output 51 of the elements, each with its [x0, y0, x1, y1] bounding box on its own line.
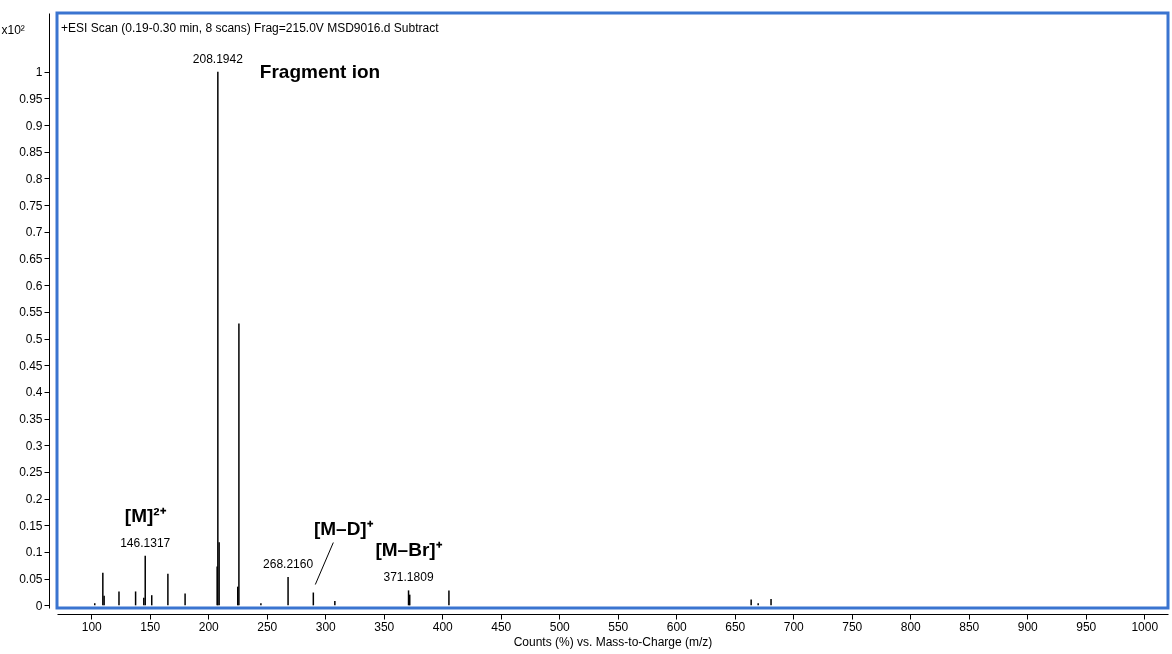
text: +ESI Scan (0.19-0.30 min, 8 scans) Frag=215.0V MSD9016.d Subtract: [61, 21, 440, 35]
y-tick-label: 0.8: [25, 171, 43, 186]
x-axis-title: Counts (%) vs. Mass-to-Charge (m/z): [513, 634, 713, 649]
x-tick-label: 350: [374, 619, 395, 634]
y-tick-label: 0.65: [19, 251, 43, 266]
x-tick-label: 750: [842, 619, 863, 634]
y-tick-label: 0.5: [25, 332, 43, 347]
x-tick-label: 850: [959, 619, 980, 634]
annotation: [M–Br]⁺: [375, 539, 443, 561]
y-tick-label: 0.85: [19, 145, 43, 160]
y-tick-label: 0.95: [19, 91, 43, 106]
annotation: [M–D]⁺: [313, 517, 374, 539]
y-tick-label: 0.75: [19, 198, 43, 213]
annotation: 268.2160: [263, 557, 314, 572]
x-tick-label: 400: [432, 619, 454, 634]
x-tick-label: 200: [198, 619, 220, 634]
y-tick-label: 0.15: [19, 518, 43, 533]
annotation: Fragment ion: [259, 60, 381, 82]
x-tick-label: 450: [491, 619, 512, 634]
x-tick-label: 550: [608, 619, 629, 634]
y-tick-label: 0.7: [25, 225, 43, 240]
x-tick-label: 800: [900, 619, 922, 634]
y-tick-label: 0.35: [19, 412, 43, 427]
y-tick-label: 0.55: [19, 305, 43, 320]
x-tick-label: 500: [549, 619, 571, 634]
y-tick-label: 1: [35, 65, 43, 80]
x-tick-label: 600: [666, 619, 688, 634]
annotation: 208.1942: [192, 51, 244, 66]
y-tick-label: 0: [35, 598, 43, 613]
y-tick-label: 0.45: [19, 358, 43, 373]
x-tick-label: 150: [140, 619, 161, 634]
annotation: [M]²⁺: [124, 504, 167, 526]
x-tick-label: 1000: [1131, 619, 1159, 634]
y-tick-label: 0.9: [25, 118, 43, 133]
x-tick-label: 900: [1017, 619, 1039, 634]
y-tick-label: 0.25: [19, 465, 43, 480]
y-tick-label: 0.6: [25, 278, 43, 293]
y-tick-label: 0.3: [25, 438, 43, 453]
annotation: 371.1809: [383, 570, 434, 585]
x-tick-label: 700: [783, 619, 805, 634]
y-tick-label: 0.05: [19, 572, 43, 587]
x-tick-label: 650: [725, 619, 746, 634]
x-tick-label: 100: [81, 619, 103, 634]
x-tick-label: 950: [1076, 619, 1097, 634]
annotation: 146.1317: [120, 535, 171, 550]
x-tick-label: 300: [315, 619, 337, 634]
y-tick-label: 0.1: [25, 545, 43, 560]
y-axis-title: x10²: [1, 22, 25, 37]
y-tick-label: 0.4: [25, 385, 43, 400]
x-tick-label: 250: [257, 619, 278, 634]
y-tick-label: 0.2: [25, 492, 43, 507]
